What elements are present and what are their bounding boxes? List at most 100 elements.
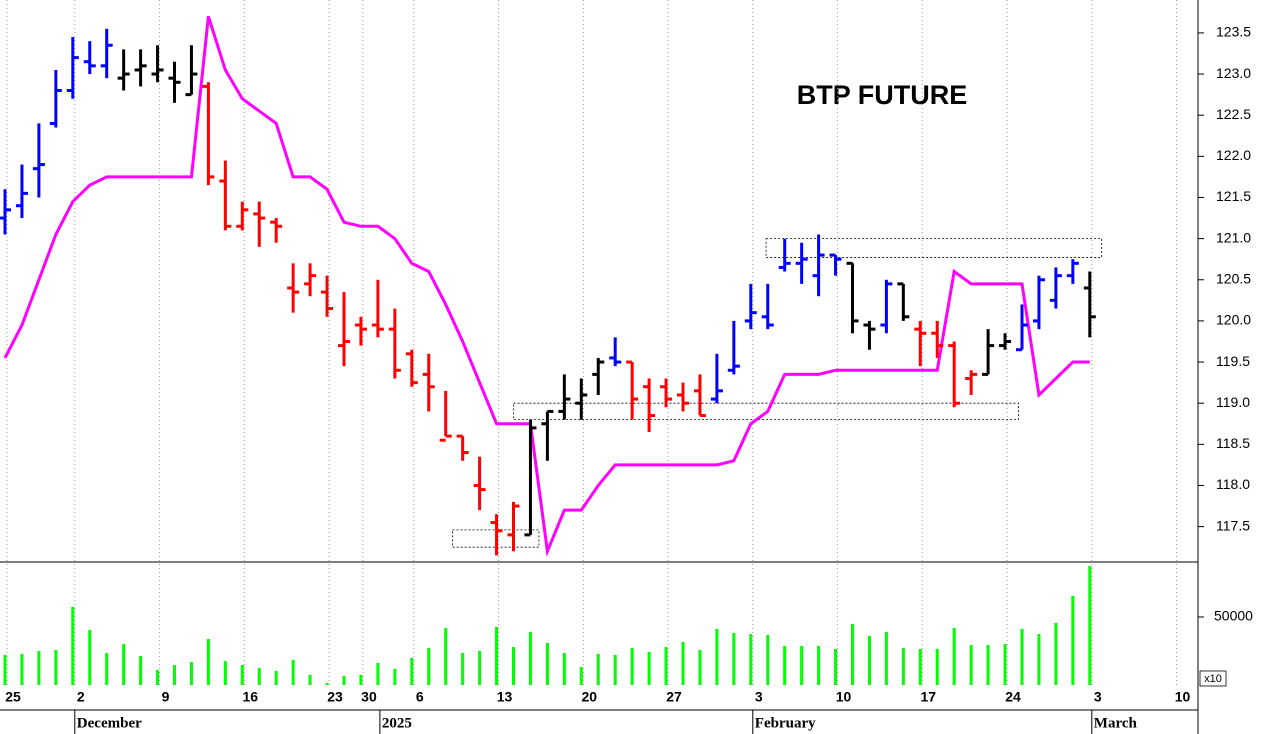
- volume-bar: [308, 674, 312, 685]
- volume-bar: [122, 644, 126, 685]
- volume-bar: [1020, 628, 1024, 685]
- volume-bar: [274, 670, 278, 685]
- x-tick-label: 3: [1094, 689, 1102, 705]
- volume-bar: [596, 653, 600, 685]
- x-tick-label: 10: [836, 689, 852, 705]
- y-tick-label: 118.0: [1216, 476, 1250, 492]
- volume-bar: [461, 653, 465, 685]
- volume-bar: [444, 627, 448, 685]
- volume-bar: [1054, 622, 1058, 685]
- volume-bar: [105, 653, 109, 685]
- volume-bar: [545, 642, 549, 685]
- y-tick-label: 122.0: [1216, 147, 1251, 163]
- x-tick-label: 24: [1005, 689, 1021, 705]
- volume-bar: [664, 647, 668, 685]
- volume-bar: [88, 630, 92, 685]
- volume-bar: [223, 661, 227, 685]
- volume-bar: [783, 645, 787, 685]
- volume-bar: [817, 645, 821, 685]
- month-label: March: [1094, 715, 1138, 731]
- x-tick-label: 10: [1175, 689, 1191, 705]
- volume-bar: [240, 664, 244, 685]
- volume-bar: [1003, 644, 1007, 685]
- volume-bar: [173, 664, 176, 685]
- y-tick-label: 122.5: [1216, 106, 1251, 122]
- volume-bar: [851, 623, 854, 685]
- volume-bar: [579, 667, 583, 685]
- volume-bar: [376, 662, 380, 685]
- volume-bar: [715, 628, 719, 685]
- volume-bar: [935, 648, 939, 685]
- month-label: December: [77, 715, 142, 731]
- y-tick-label: 119.0: [1216, 394, 1250, 410]
- volume-bar: [37, 650, 41, 685]
- volume-bar: [512, 647, 515, 685]
- volume-bar: [681, 642, 685, 685]
- stop-line: [3, 16, 1090, 558]
- y-tick-label: 119.5: [1216, 353, 1250, 369]
- volume-bar: [1071, 596, 1075, 685]
- x-tick-label: 20: [582, 689, 598, 705]
- volume-bar: [800, 645, 804, 685]
- volume-bar: [291, 659, 295, 685]
- x-tick-label: 27: [666, 689, 682, 705]
- volume-bar: [732, 633, 736, 685]
- volume-bar: [3, 655, 7, 685]
- volume-bar: [834, 648, 838, 685]
- volume-bar: [206, 639, 210, 685]
- range-box: [513, 402, 1020, 421]
- y-tick-label: 117.5: [1216, 517, 1250, 533]
- volume-bar: [918, 648, 922, 685]
- y-tick-label: 120.5: [1216, 270, 1251, 286]
- y-tick-label: 123.5: [1216, 24, 1251, 40]
- volume-bar: [393, 668, 397, 685]
- volume-bar: [630, 647, 634, 685]
- y-tick-label: 118.5: [1216, 435, 1250, 451]
- volume-bar: [410, 657, 414, 685]
- volume-bar: [969, 644, 973, 685]
- volume-bar: [986, 644, 990, 685]
- month-label: February: [755, 715, 816, 731]
- y-tick-label: 50000: [1214, 608, 1253, 624]
- x-tick-label: 6: [416, 689, 424, 705]
- volume-bar: [562, 653, 566, 685]
- x-tick-label: 23: [327, 689, 343, 705]
- chart-title: BTP FUTURE: [797, 80, 968, 110]
- x-tick-label: 2: [77, 689, 85, 705]
- volume-bar: [867, 636, 871, 685]
- range-box: [765, 238, 1103, 258]
- volume-bar: [20, 653, 24, 685]
- volume-bar: [54, 650, 58, 685]
- x-tick-label: 3: [755, 689, 763, 705]
- volume-bar: [647, 651, 651, 685]
- volume-bar: [901, 647, 905, 685]
- volume-bar: [342, 676, 346, 685]
- volume-scale-label: x10: [1204, 673, 1222, 685]
- y-tick-label: 121.0: [1216, 229, 1251, 245]
- x-tick-label: 9: [162, 689, 170, 705]
- y-tick-label: 121.5: [1216, 188, 1251, 204]
- volume-bar: [478, 650, 482, 685]
- x-tick-label: 25: [5, 689, 21, 705]
- volume-bar: [766, 634, 770, 685]
- volume-bar: [1088, 565, 1092, 685]
- month-label: 2025: [382, 715, 412, 731]
- volume-bar: [495, 627, 499, 685]
- volume-bar: [528, 631, 532, 685]
- y-tick-label: 123.0: [1216, 65, 1251, 81]
- volume-bar: [698, 650, 702, 685]
- volume-bar: [156, 670, 160, 685]
- scale-box: [1199, 670, 1227, 687]
- y-tick-label: 120.0: [1216, 312, 1251, 328]
- x-tick-label: 16: [243, 689, 259, 705]
- volume-bar: [359, 674, 363, 685]
- x-tick-label: 30: [361, 689, 377, 705]
- volume-bar: [749, 633, 753, 685]
- volume-bar: [1037, 633, 1041, 685]
- volume-bar: [613, 654, 617, 685]
- volume-bar: [139, 656, 143, 685]
- volume-bar: [71, 606, 75, 685]
- x-tick-label: 17: [921, 689, 937, 705]
